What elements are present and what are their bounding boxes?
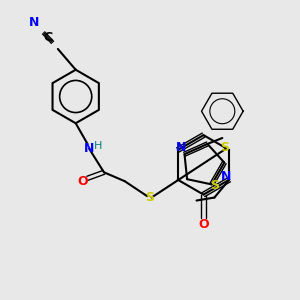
Text: S: S <box>146 191 154 204</box>
Text: N: N <box>176 140 186 154</box>
Text: O: O <box>198 218 209 231</box>
Text: N: N <box>221 170 232 183</box>
Text: C: C <box>43 31 52 44</box>
Text: S: S <box>220 140 229 154</box>
Text: S: S <box>210 179 219 192</box>
Text: N: N <box>29 16 39 29</box>
Text: O: O <box>78 175 88 188</box>
Text: H: H <box>94 140 102 151</box>
Text: N: N <box>84 142 94 155</box>
